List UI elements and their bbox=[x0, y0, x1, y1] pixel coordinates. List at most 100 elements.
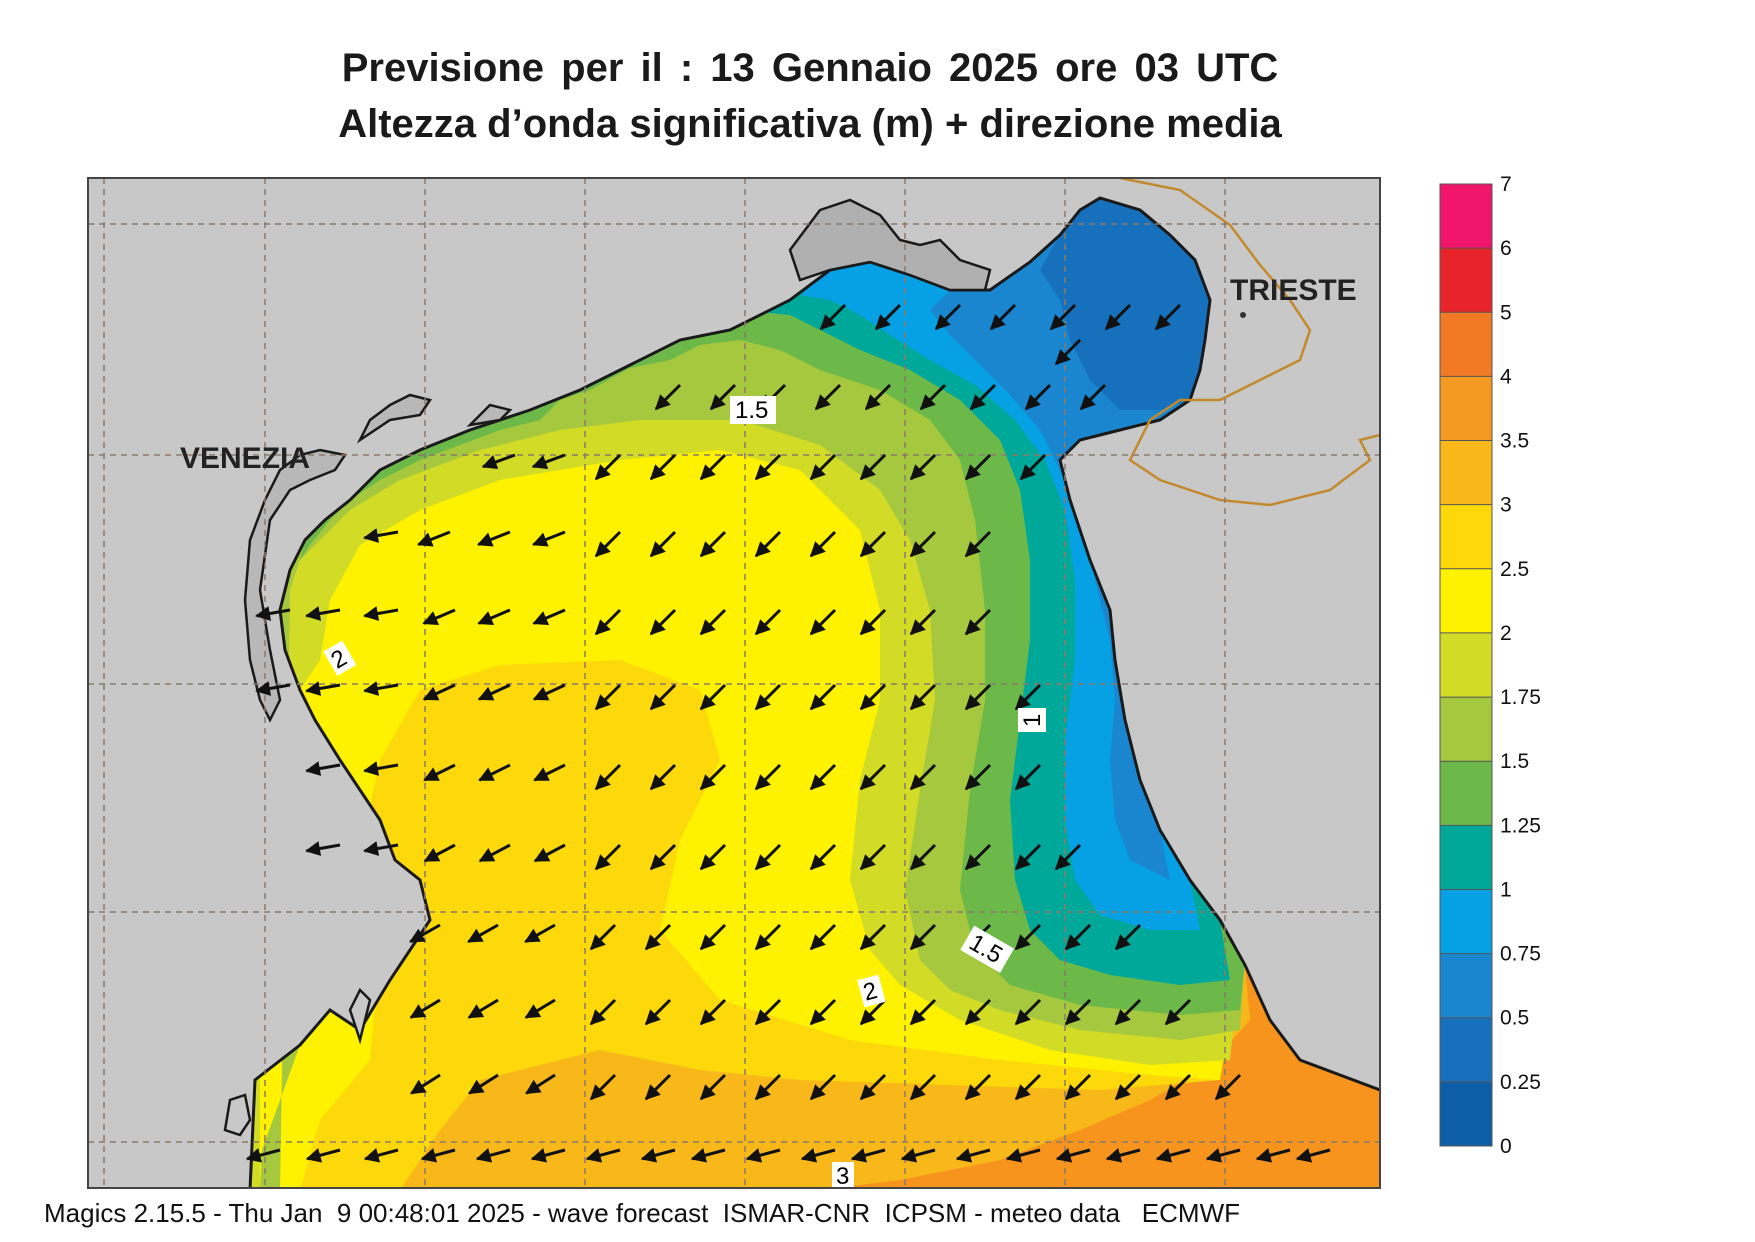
wave-direction-arrow-icon bbox=[363, 681, 399, 696]
color-scale-swatch bbox=[1440, 825, 1492, 890]
wave-direction-arrow-icon bbox=[809, 843, 837, 871]
wave-direction-arrow-icon bbox=[699, 998, 727, 1026]
color-scale-label: 3.5 bbox=[1500, 430, 1529, 453]
wave-direction-arrow-icon bbox=[1064, 998, 1092, 1026]
wave-direction-arrow-icon bbox=[1105, 1148, 1141, 1163]
wave-direction-arrow-icon bbox=[699, 530, 727, 558]
wave-direction-arrow-icon bbox=[530, 1148, 566, 1163]
color-scale-swatch bbox=[1440, 1017, 1492, 1083]
color-scale-label: 7 bbox=[1500, 173, 1512, 196]
wave-direction-arrow-icon bbox=[533, 763, 566, 782]
wave-direction-arrow-icon bbox=[524, 923, 556, 944]
wave-direction-arrow-icon bbox=[477, 530, 511, 547]
color-scale-swatch bbox=[1440, 568, 1492, 634]
wave-direction-arrow-icon bbox=[859, 843, 887, 871]
wave-direction-arrow-icon bbox=[809, 683, 837, 711]
wave-direction-arrow-icon bbox=[649, 453, 677, 481]
color-scale-label: 3 bbox=[1500, 494, 1512, 517]
color-scale-swatch bbox=[1440, 761, 1492, 826]
wave-direction-arrow-icon bbox=[1005, 1148, 1041, 1163]
map-frame bbox=[87, 177, 1381, 1189]
contour-label-1-east: 1 bbox=[1019, 714, 1046, 727]
color-scale-label: 4 bbox=[1500, 365, 1512, 388]
wave-direction-arrow-icon bbox=[699, 763, 727, 791]
wave-direction-arrow-icon bbox=[809, 998, 837, 1026]
contour-label-1.5-north: 1.5 bbox=[735, 397, 768, 424]
wave-direction-arrow-icon bbox=[964, 530, 992, 558]
wave-direction-arrow-icon bbox=[699, 923, 727, 951]
color-scale-label: 1.5 bbox=[1500, 750, 1529, 773]
wave-direction-arrow-icon bbox=[475, 1148, 511, 1163]
wave-direction-arrow-icon bbox=[919, 383, 947, 411]
wave-direction-arrow-icon bbox=[585, 1148, 621, 1163]
wave-direction-arrow-icon bbox=[1014, 998, 1042, 1026]
footer-credits: Magics 2.15.5 - Thu Jan 9 00:48:01 2025 … bbox=[44, 1198, 1240, 1228]
wave-direction-arrow-icon bbox=[909, 763, 937, 791]
wave-direction-arrow-icon bbox=[594, 453, 622, 481]
wave-direction-arrow-icon bbox=[1079, 383, 1107, 411]
wave-direction-arrow-icon bbox=[1014, 763, 1042, 791]
wave-direction-arrow-icon bbox=[859, 608, 887, 636]
wave-direction-arrow-icon bbox=[1014, 1073, 1042, 1101]
wave-direction-arrow-icon bbox=[477, 683, 511, 701]
wave-direction-arrow-icon bbox=[1049, 303, 1077, 331]
wave-direction-arrow-icon bbox=[909, 923, 937, 951]
wave-direction-arrow-icon bbox=[417, 530, 451, 547]
wave-direction-arrow-icon bbox=[909, 843, 937, 871]
wave-direction-arrow-icon bbox=[524, 998, 556, 1019]
wave-direction-arrow-icon bbox=[1155, 1148, 1191, 1163]
color-scale-swatch bbox=[1440, 953, 1492, 1019]
wave-direction-arrow-icon bbox=[754, 683, 782, 711]
color-scale-label: 0.25 bbox=[1500, 1071, 1541, 1094]
wave-direction-arrow-icon bbox=[819, 303, 847, 331]
wave-direction-arrow-icon bbox=[640, 1148, 676, 1163]
wave-direction-arrow-icon bbox=[423, 843, 456, 863]
wave-direction-arrow-icon bbox=[410, 1073, 441, 1095]
wave-direction-arrow-icon bbox=[1295, 1148, 1331, 1163]
wave-direction-arrow-icon bbox=[305, 606, 341, 621]
border-line bbox=[1119, 178, 1380, 507]
venice-lagoon bbox=[243, 393, 513, 723]
wave-direction-arrow-icon bbox=[699, 453, 727, 481]
wave-direction-arrow-icon bbox=[531, 453, 566, 470]
wave-direction-arrow-icon bbox=[754, 843, 782, 871]
color-scale-label: 2 bbox=[1500, 622, 1512, 645]
wave-direction-arrow-icon bbox=[964, 683, 992, 711]
wave-direction-arrow-icon bbox=[422, 683, 456, 701]
wave-direction-arrow-icon bbox=[964, 608, 992, 636]
wave-direction-arrow-icon bbox=[699, 1073, 727, 1101]
wave-direction-arrow-icon bbox=[754, 530, 782, 558]
city-label-trieste: TRIESTE bbox=[1230, 274, 1357, 307]
wave-direction-arrow-icon bbox=[809, 453, 837, 481]
wave-direction-arrow-icon bbox=[255, 681, 291, 696]
map-area: 1.5 2 1 1.5 2 3 VENEZIA TRIESTE bbox=[88, 178, 1380, 1188]
wave-direction-arrow-icon bbox=[709, 383, 737, 411]
wave-direction-arrow-icon bbox=[699, 683, 727, 711]
wave-direction-arrow-icon bbox=[467, 923, 499, 944]
wave-direction-arrow-icon bbox=[859, 998, 887, 1026]
color-scale-label: 1.75 bbox=[1500, 686, 1541, 709]
wave-direction-arrows bbox=[245, 303, 1331, 1163]
wave-direction-arrow-icon bbox=[800, 1148, 836, 1163]
wave-direction-arrow-icon bbox=[1214, 1073, 1242, 1101]
wave-direction-arrow-icon bbox=[809, 923, 837, 951]
wave-direction-arrow-icon bbox=[964, 843, 992, 871]
wave-direction-arrow-icon bbox=[934, 303, 962, 331]
wave-direction-arrow-icon bbox=[305, 1148, 341, 1163]
wave-direction-arrow-icon bbox=[649, 763, 677, 791]
wave-direction-arrow-icon bbox=[754, 1073, 782, 1101]
wave-direction-arrow-icon bbox=[874, 303, 902, 331]
wave-direction-arrow-icon bbox=[533, 843, 566, 863]
wave-direction-arrow-icon bbox=[245, 1148, 281, 1163]
wave-direction-arrow-icon bbox=[594, 608, 622, 636]
color-scale-label: 2.5 bbox=[1500, 558, 1529, 581]
wave-direction-arrow-icon bbox=[909, 608, 937, 636]
wave-direction-arrow-icon bbox=[532, 608, 566, 625]
wave-direction-arrow-icon bbox=[589, 1073, 617, 1101]
wave-direction-arrow-icon bbox=[900, 1148, 936, 1163]
band-0.25-0.5 bbox=[1040, 198, 1210, 410]
wave-direction-arrow-icon bbox=[525, 1073, 556, 1095]
forecast-title: Previsione per il : 13 Gennaio 2025 ore … bbox=[341, 46, 1279, 90]
wave-direction-arrow-icon bbox=[477, 608, 511, 625]
